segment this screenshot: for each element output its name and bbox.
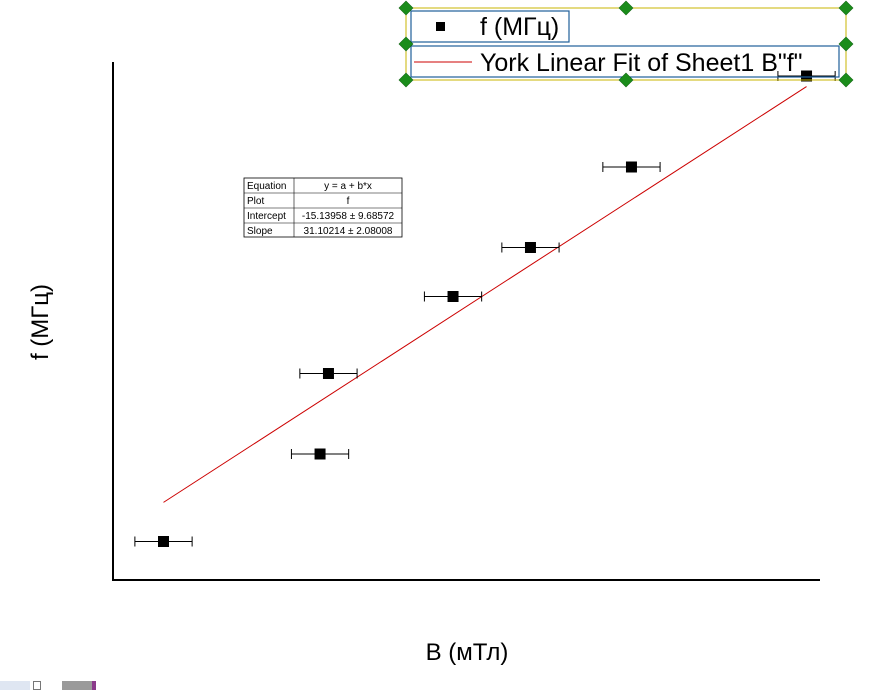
legend-inner-box: [410, 10, 570, 43]
handle-bottom-left[interactable]: [398, 72, 414, 88]
handle-top-left[interactable]: [398, 0, 414, 16]
stats-label-equation: Equation: [247, 181, 286, 192]
handle-bottom-center[interactable]: [618, 72, 634, 88]
data-point-2: [299, 368, 358, 379]
stats-label-plot: Plot: [247, 196, 264, 207]
fit-line-group: [163, 86, 807, 503]
stats-label-slope: Slope: [247, 226, 273, 237]
legend-entry-fit: York Linear Fit of Sheet1 B"f": [480, 49, 803, 77]
legend[interactable]: f (МГц) York Linear Fit of Sheet1 B"f": [398, 0, 854, 88]
data-point-4: [501, 242, 560, 253]
data-point-marker: [322, 368, 334, 379]
handle-top-right[interactable]: [838, 0, 854, 16]
taskbar-app-icon[interactable]: [33, 681, 41, 690]
handle-top-center[interactable]: [618, 0, 634, 16]
stats-value-equation: y = a + b*x: [324, 181, 372, 192]
taskbar-accent-segment: [92, 681, 96, 690]
data-point-marker: [158, 536, 169, 547]
fit-line: [163, 86, 807, 503]
handle-mid-right[interactable]: [838, 36, 854, 52]
taskbar-left-segment: [0, 681, 30, 690]
x-axis-title: B (мТл): [426, 639, 509, 666]
data-points-group: [134, 70, 836, 547]
stats-value-intercept: -15.13958 ± 9.68572: [302, 211, 395, 222]
data-point-marker: [625, 161, 637, 173]
y-axis-title: f (МГц): [27, 284, 54, 360]
data-point-marker: [801, 70, 813, 82]
legend-entry-data: f (МГц): [480, 13, 559, 41]
data-point-marker: [314, 448, 326, 460]
data-point-marker: [524, 242, 536, 253]
stats-value-slope: 31.10214 ± 2.08008: [304, 226, 393, 237]
data-point-5: [602, 161, 661, 173]
taskbar-gray-segment: [62, 681, 92, 690]
handle-bottom-right[interactable]: [838, 72, 854, 88]
data-point-1: [290, 448, 350, 460]
data-point-3: [423, 291, 483, 302]
data-point-6: [777, 70, 836, 82]
fit-statistics-table[interactable]: Equation y = a + b*x Plot f Intercept -1…: [243, 177, 403, 238]
taskbar-strip: [0, 681, 110, 690]
legend-resize-handles[interactable]: [398, 0, 854, 88]
stats-value-plot: f: [347, 196, 350, 207]
data-point-marker: [447, 291, 459, 302]
data-point-0: [134, 536, 193, 547]
handle-mid-left[interactable]: [398, 36, 414, 52]
legend-marker-square-icon: [436, 22, 445, 31]
stats-label-intercept: Intercept: [247, 211, 286, 222]
